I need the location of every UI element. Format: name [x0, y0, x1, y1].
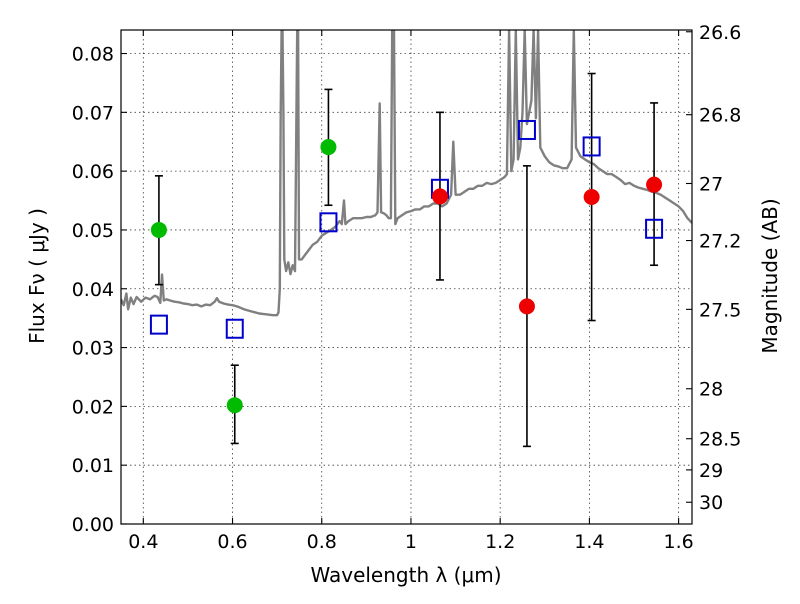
y-tick-label: 0.03	[72, 338, 114, 360]
x-tick-label: 0.8	[307, 531, 337, 553]
magnitude-tick-label: 26.6	[699, 22, 741, 44]
data-point	[431, 188, 448, 205]
magnitude-tick-label: 28	[699, 379, 723, 401]
magnitude-tick-label: 27	[699, 173, 723, 195]
model-square-marker	[225, 318, 244, 339]
y-tick-label: 0.08	[72, 44, 114, 66]
plot-frame	[120, 29, 693, 525]
x-tick-label: 1	[405, 531, 417, 553]
x-tick-label: 1.2	[485, 531, 515, 553]
y-tick-label: 0.00	[72, 514, 114, 536]
x-tick-label: 0.6	[217, 531, 247, 553]
magnitude-tick-label: 27.5	[699, 299, 741, 321]
model-square-marker	[319, 212, 338, 233]
spectrum-path	[121, 30, 692, 317]
magnitude-tick-label: 30	[699, 492, 723, 514]
x-tick-label: 1.6	[664, 531, 694, 553]
magnitude-tick-label: 29	[699, 460, 723, 482]
data-point	[150, 221, 167, 238]
model-square-marker	[582, 136, 601, 157]
y-axis-title: Flux Fν ( μJy )	[25, 208, 49, 344]
y-tick-label: 0.06	[72, 161, 114, 183]
magnitude-tick-label: 27.2	[699, 231, 741, 253]
data-point	[226, 397, 243, 414]
axes: 0.4 0.6 0.8 1 1.2 1.4 1.6 0.00 0.01 0.02 0.03 0.04 0…	[72, 22, 742, 553]
model-square-marker	[149, 314, 168, 335]
magnitude-tick-label: 28.5	[699, 429, 741, 451]
data-point	[518, 298, 535, 315]
magnitude-tick-label: 26.8	[699, 105, 741, 127]
y-tick-label: 0.04	[72, 279, 114, 301]
model-square-marker	[517, 119, 536, 140]
y-tick-label: 0.05	[72, 220, 114, 242]
x-tick-label: 0.4	[128, 531, 158, 553]
y-tick-label: 0.07	[72, 102, 114, 124]
model-square-marker	[645, 218, 664, 239]
right-axis-title: Magnitude (AB)	[758, 198, 782, 353]
y-tick-label: 0.02	[72, 396, 114, 418]
grid	[121, 30, 692, 525]
data-point	[646, 176, 663, 193]
spectrum-line	[121, 30, 692, 317]
data-markers	[149, 72, 664, 448]
data-point	[583, 189, 600, 206]
y-tick-label: 0.01	[72, 455, 114, 477]
x-axis-title: Wavelength λ (μm)	[310, 563, 501, 587]
data-point	[320, 139, 337, 156]
x-tick-label: 1.4	[574, 531, 604, 553]
